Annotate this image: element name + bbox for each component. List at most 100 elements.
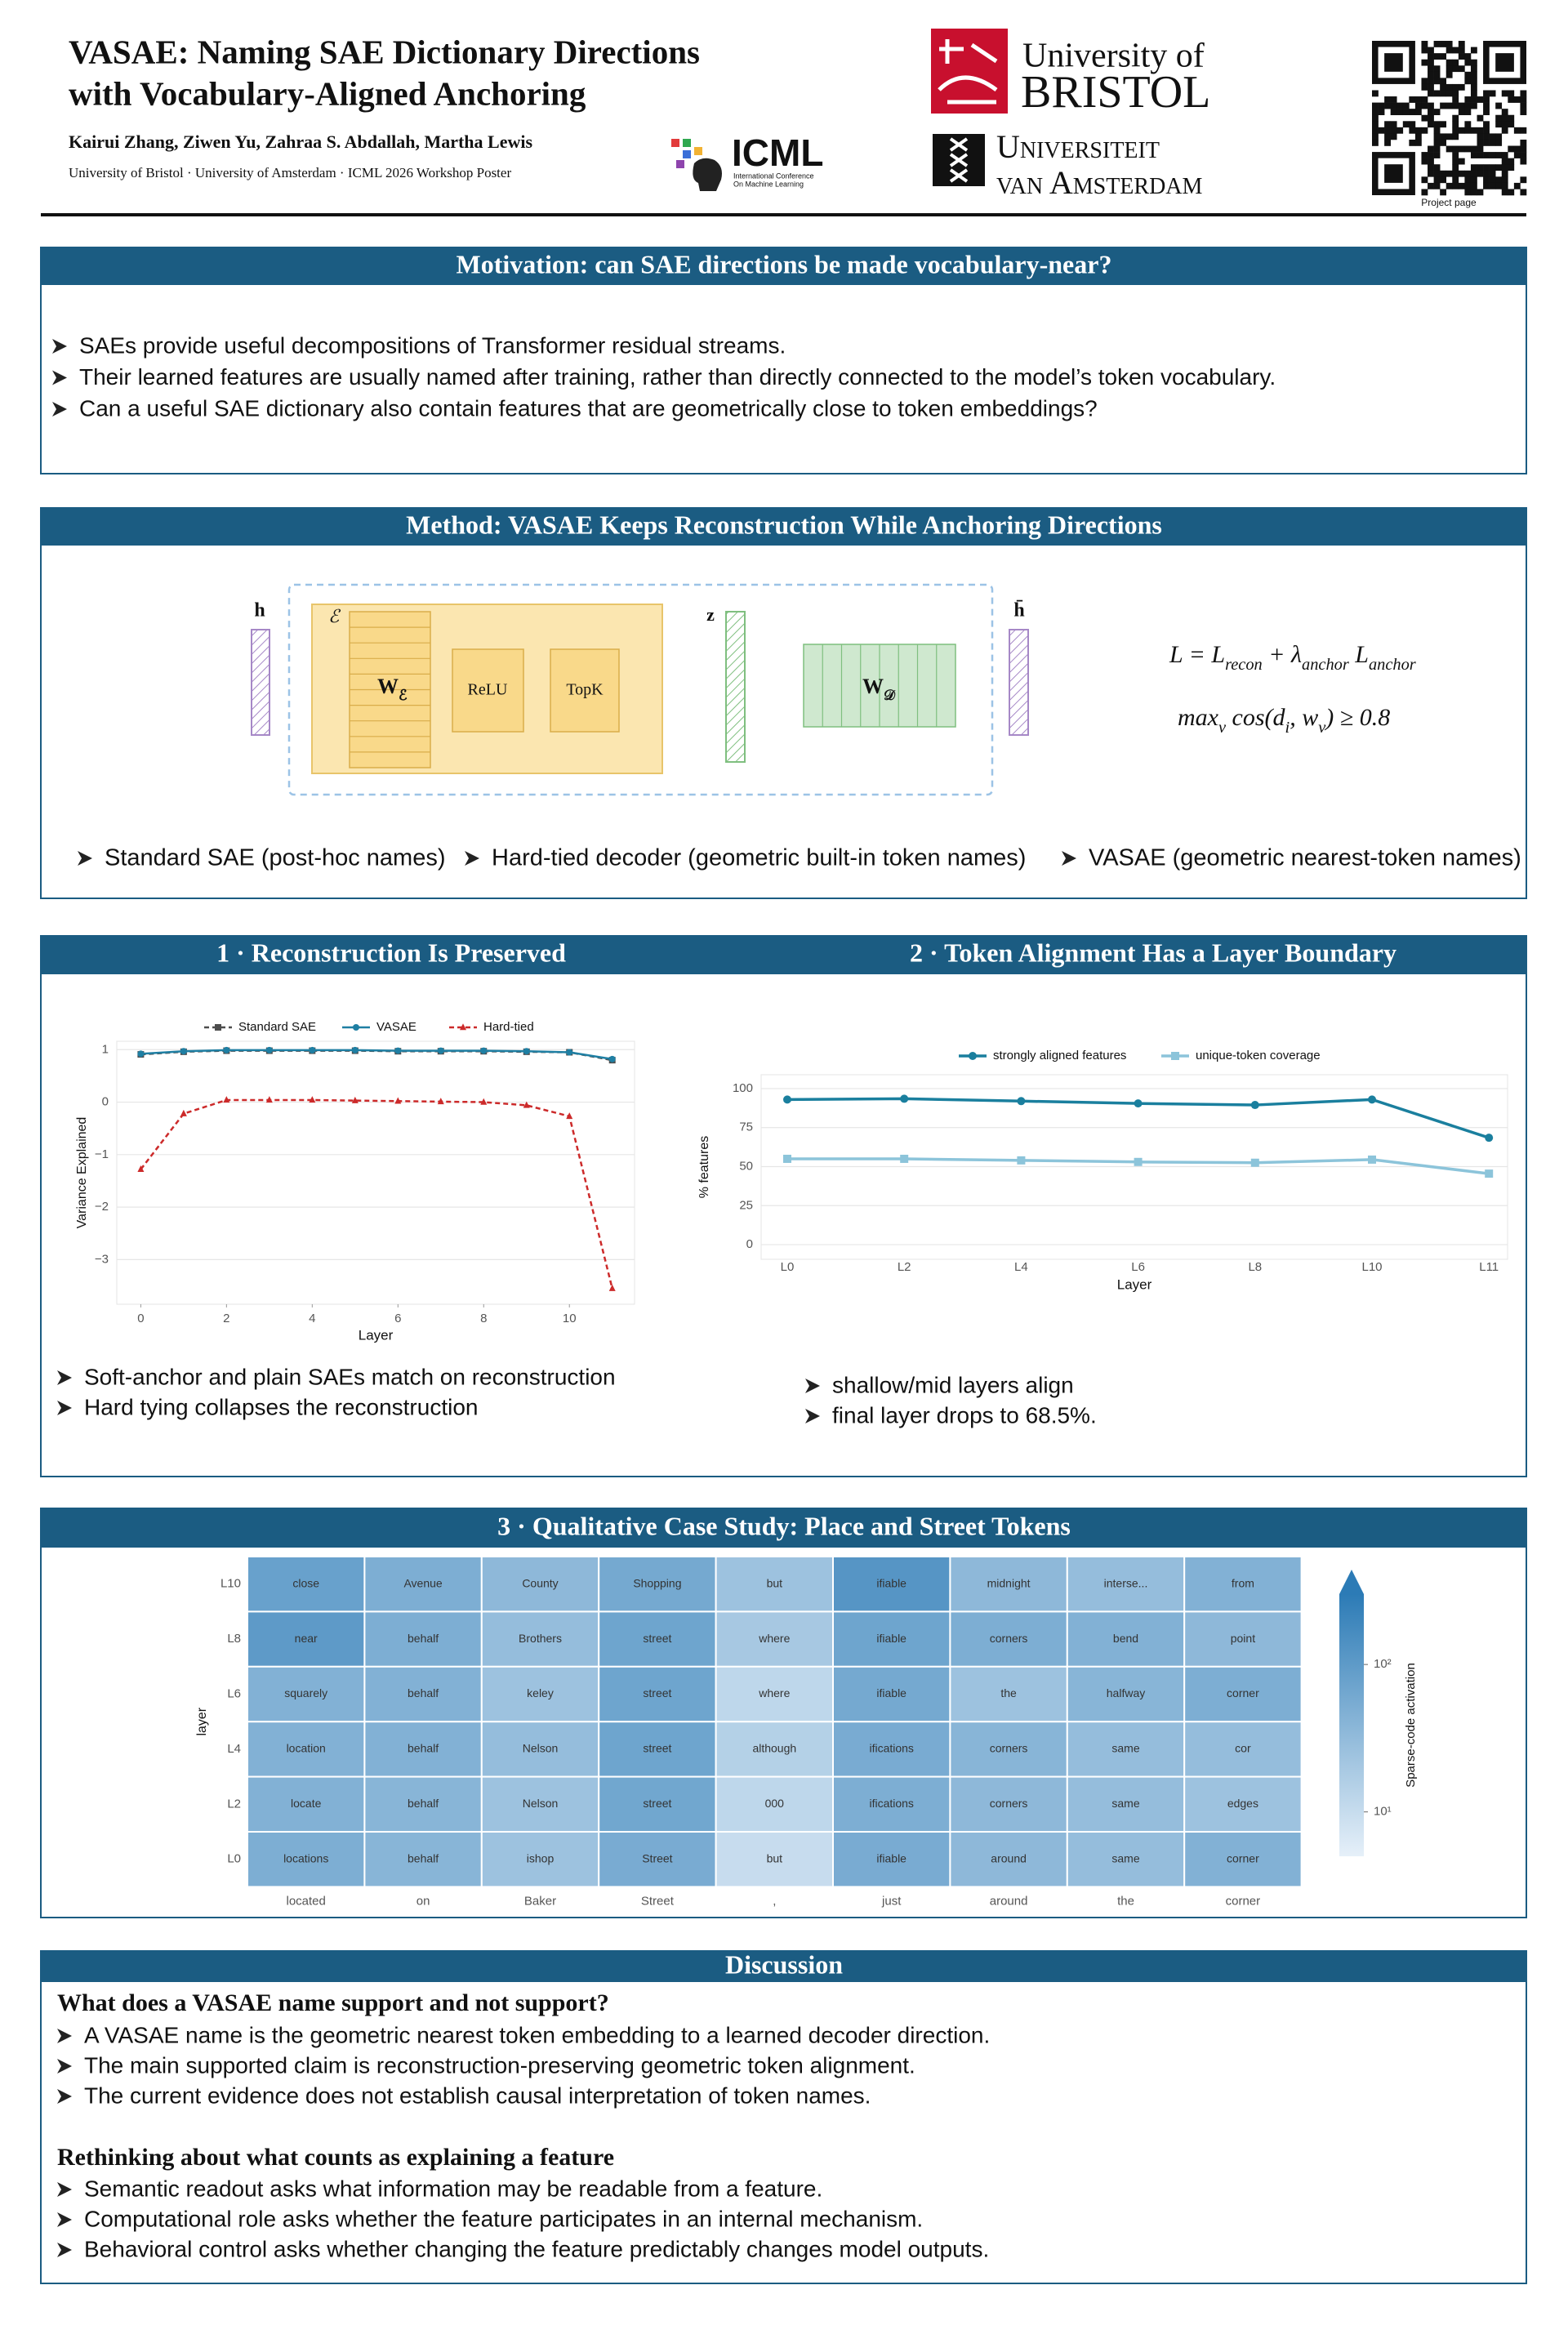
y-tick-label: 0 [102, 1095, 109, 1109]
icml-text: ICML [732, 131, 823, 174]
heatmap-cell [363, 1831, 483, 1888]
diagram-label: z [706, 604, 715, 625]
qr-module [1520, 102, 1527, 109]
marker [900, 1094, 909, 1103]
section-title-bar [41, 508, 1526, 546]
y-tick-label: −2 [95, 1200, 109, 1214]
cell-label: ishop [527, 1851, 555, 1864]
qr-module [1458, 170, 1465, 177]
qr-module [1452, 96, 1459, 103]
qr-module [1452, 176, 1459, 184]
qr-module [1464, 170, 1472, 177]
qr-module [1520, 139, 1527, 146]
marker [223, 1046, 230, 1054]
qr-module [1520, 176, 1527, 184]
h-vector [251, 629, 270, 736]
text-part: anchor [1369, 656, 1416, 674]
section-title-bar [41, 1508, 1526, 1548]
cell-label: around [991, 1851, 1027, 1864]
heatmap-cell [598, 1721, 717, 1778]
qr-module [1458, 65, 1465, 73]
qr-module [1440, 83, 1447, 91]
qr-module [1428, 182, 1434, 189]
qr-module [1433, 71, 1441, 78]
text-part: 𝒟 [884, 687, 896, 703]
cell-label: locations [283, 1851, 328, 1864]
qr-module [1520, 152, 1527, 158]
row-label: L8 [227, 1632, 241, 1646]
qr-module [1384, 96, 1391, 103]
qr-module [1470, 96, 1477, 103]
column-label: , [773, 1894, 776, 1908]
qr-module [1440, 133, 1447, 140]
qr-code [1372, 40, 1527, 196]
column-label: around [990, 1894, 1028, 1908]
qr-module [1440, 78, 1447, 85]
qr-module [1433, 53, 1441, 60]
qr-module [1428, 71, 1434, 78]
bullet-icon [57, 2029, 72, 2043]
bullet-icon [57, 1401, 72, 1415]
marker [608, 1284, 616, 1291]
marker [180, 1109, 187, 1116]
qr-module [1372, 109, 1379, 116]
qr-module [1508, 189, 1515, 196]
heatmap-cell [1183, 1721, 1303, 1778]
section-title-bar [41, 247, 1526, 285]
qr-module [1501, 152, 1508, 158]
cell-label: corners [990, 1742, 1028, 1755]
row-label: L6 [227, 1686, 241, 1700]
qr-module [1464, 127, 1472, 134]
equation: maxv cos(di, wv) ≥ 0.8 [1178, 704, 1390, 737]
icml-sub: International Conference [733, 172, 814, 180]
cell-label: but [767, 1851, 783, 1864]
section-title: Discussion [725, 1949, 843, 1979]
qr-module [1396, 102, 1404, 109]
heatmap-cell [715, 1556, 834, 1613]
y-axis-label: Variance Explained [75, 1117, 89, 1229]
bullet-text: Standard SAE (post-hoc names) [105, 845, 445, 871]
qr-module [1458, 158, 1465, 165]
diagram-label: Wℰ [377, 675, 408, 703]
text-part: anchor [1302, 656, 1349, 674]
column-label: just [881, 1894, 902, 1908]
amsterdam-text: van Amsterdam [996, 164, 1203, 201]
marker [137, 1165, 145, 1173]
cell-label: Shopping [633, 1576, 681, 1589]
qr-module [1483, 139, 1490, 146]
marker [137, 1050, 145, 1058]
cell-label: corner [1227, 1686, 1259, 1699]
cell-label: ifications [869, 1797, 913, 1810]
bullet-icon [57, 2089, 72, 2104]
marker [180, 1048, 187, 1055]
qr-module [1520, 109, 1527, 116]
qr-module [1372, 90, 1379, 97]
qr-module [1483, 164, 1490, 172]
qr-module [1378, 102, 1385, 109]
column-label: the [1117, 1894, 1134, 1908]
text-part: W [862, 675, 884, 698]
y-tick-label: 25 [739, 1198, 753, 1212]
legend-marker [215, 1024, 221, 1031]
x-tick-label: 10 [563, 1312, 577, 1325]
heatmap-cell [598, 1556, 717, 1613]
series-line [140, 1049, 612, 1061]
qr-module [1495, 152, 1503, 158]
cell-label: halfway [1107, 1686, 1145, 1699]
qr-module [1483, 102, 1490, 109]
x-tick-label: 4 [309, 1312, 315, 1325]
section-box [40, 1950, 1527, 2284]
marker [1134, 1099, 1143, 1108]
qr-module [1501, 182, 1508, 189]
bullet-text: Hard tying collapses the reconstruction [84, 1394, 478, 1419]
cell-label: cor [1235, 1742, 1251, 1755]
qr-module [1446, 41, 1453, 47]
cell-label: corner [1227, 1851, 1259, 1864]
qr-module [1501, 114, 1508, 122]
qr-module [1458, 41, 1465, 47]
qr-module [1433, 109, 1441, 116]
qr-module [1446, 170, 1453, 177]
colorbar-tick-label: 10² [1374, 1657, 1392, 1671]
qr-module [1372, 127, 1379, 134]
qr-module [1458, 145, 1465, 153]
